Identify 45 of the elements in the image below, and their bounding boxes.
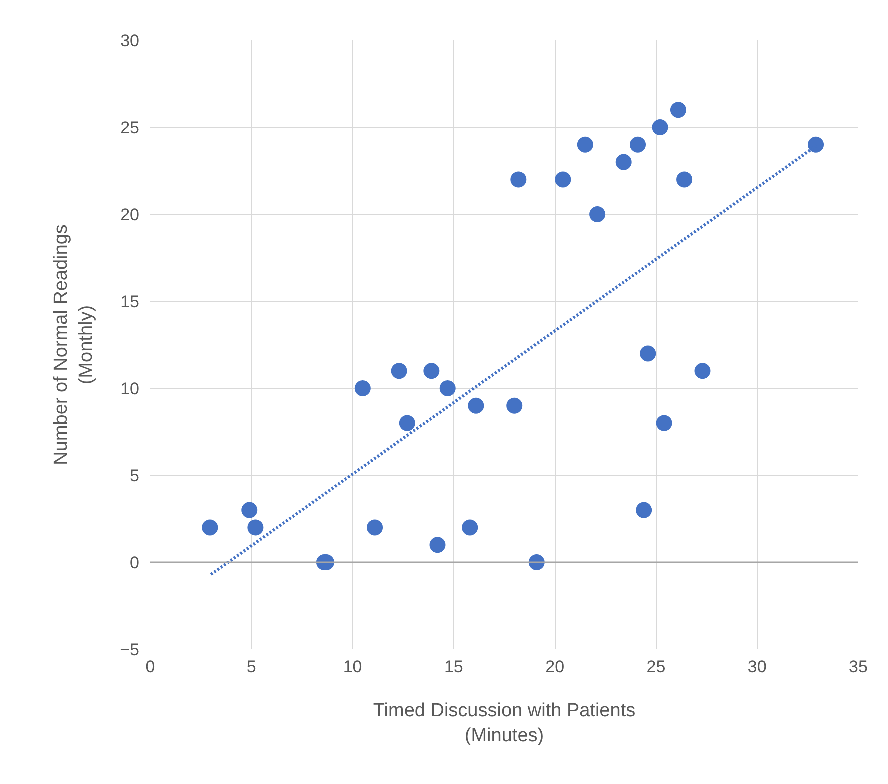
point xyxy=(468,398,484,414)
point xyxy=(430,537,446,554)
point xyxy=(616,154,632,170)
x-tick-label: 5 xyxy=(246,658,256,676)
point xyxy=(202,520,218,536)
y-tick-label: 15 xyxy=(120,292,140,312)
y-tick-label: 5 xyxy=(130,466,140,486)
point xyxy=(248,520,264,536)
point xyxy=(636,502,652,518)
x-tick-label: 25 xyxy=(646,658,666,676)
x-axis-title: Timed Discussion with Patients (Minutes) xyxy=(373,700,636,747)
point xyxy=(590,206,606,222)
point xyxy=(510,172,527,188)
point xyxy=(555,172,572,188)
y-tick-label: 25 xyxy=(120,118,140,138)
x-tick-label: 35 xyxy=(849,658,868,676)
y-tick-label: −5 xyxy=(120,640,140,660)
point xyxy=(399,415,416,432)
x-tick-label: 30 xyxy=(748,658,767,676)
point xyxy=(694,363,711,380)
point xyxy=(656,415,672,432)
x-tick-label: 0 xyxy=(146,658,156,676)
point xyxy=(506,398,523,414)
y-tick-label: 30 xyxy=(120,32,140,50)
x-tick-label: 10 xyxy=(343,658,362,676)
point xyxy=(652,120,668,136)
x-tick-label: 15 xyxy=(444,658,464,676)
point xyxy=(670,102,686,118)
y-tick-label: 20 xyxy=(120,206,140,224)
point xyxy=(391,363,408,380)
y-tick-label: 10 xyxy=(120,380,140,398)
point xyxy=(577,136,594,153)
point xyxy=(808,136,824,153)
point xyxy=(424,363,440,380)
y-tick-label: 0 xyxy=(130,554,140,572)
point xyxy=(676,172,693,188)
point xyxy=(640,346,656,362)
point xyxy=(354,380,371,396)
point xyxy=(440,380,456,396)
point xyxy=(630,136,646,153)
point xyxy=(367,520,384,536)
x-tick-label: 20 xyxy=(546,658,565,676)
point xyxy=(462,520,478,536)
point xyxy=(242,502,258,518)
y-axis-title: Number of Normal Readings (Monthly) xyxy=(50,224,98,466)
